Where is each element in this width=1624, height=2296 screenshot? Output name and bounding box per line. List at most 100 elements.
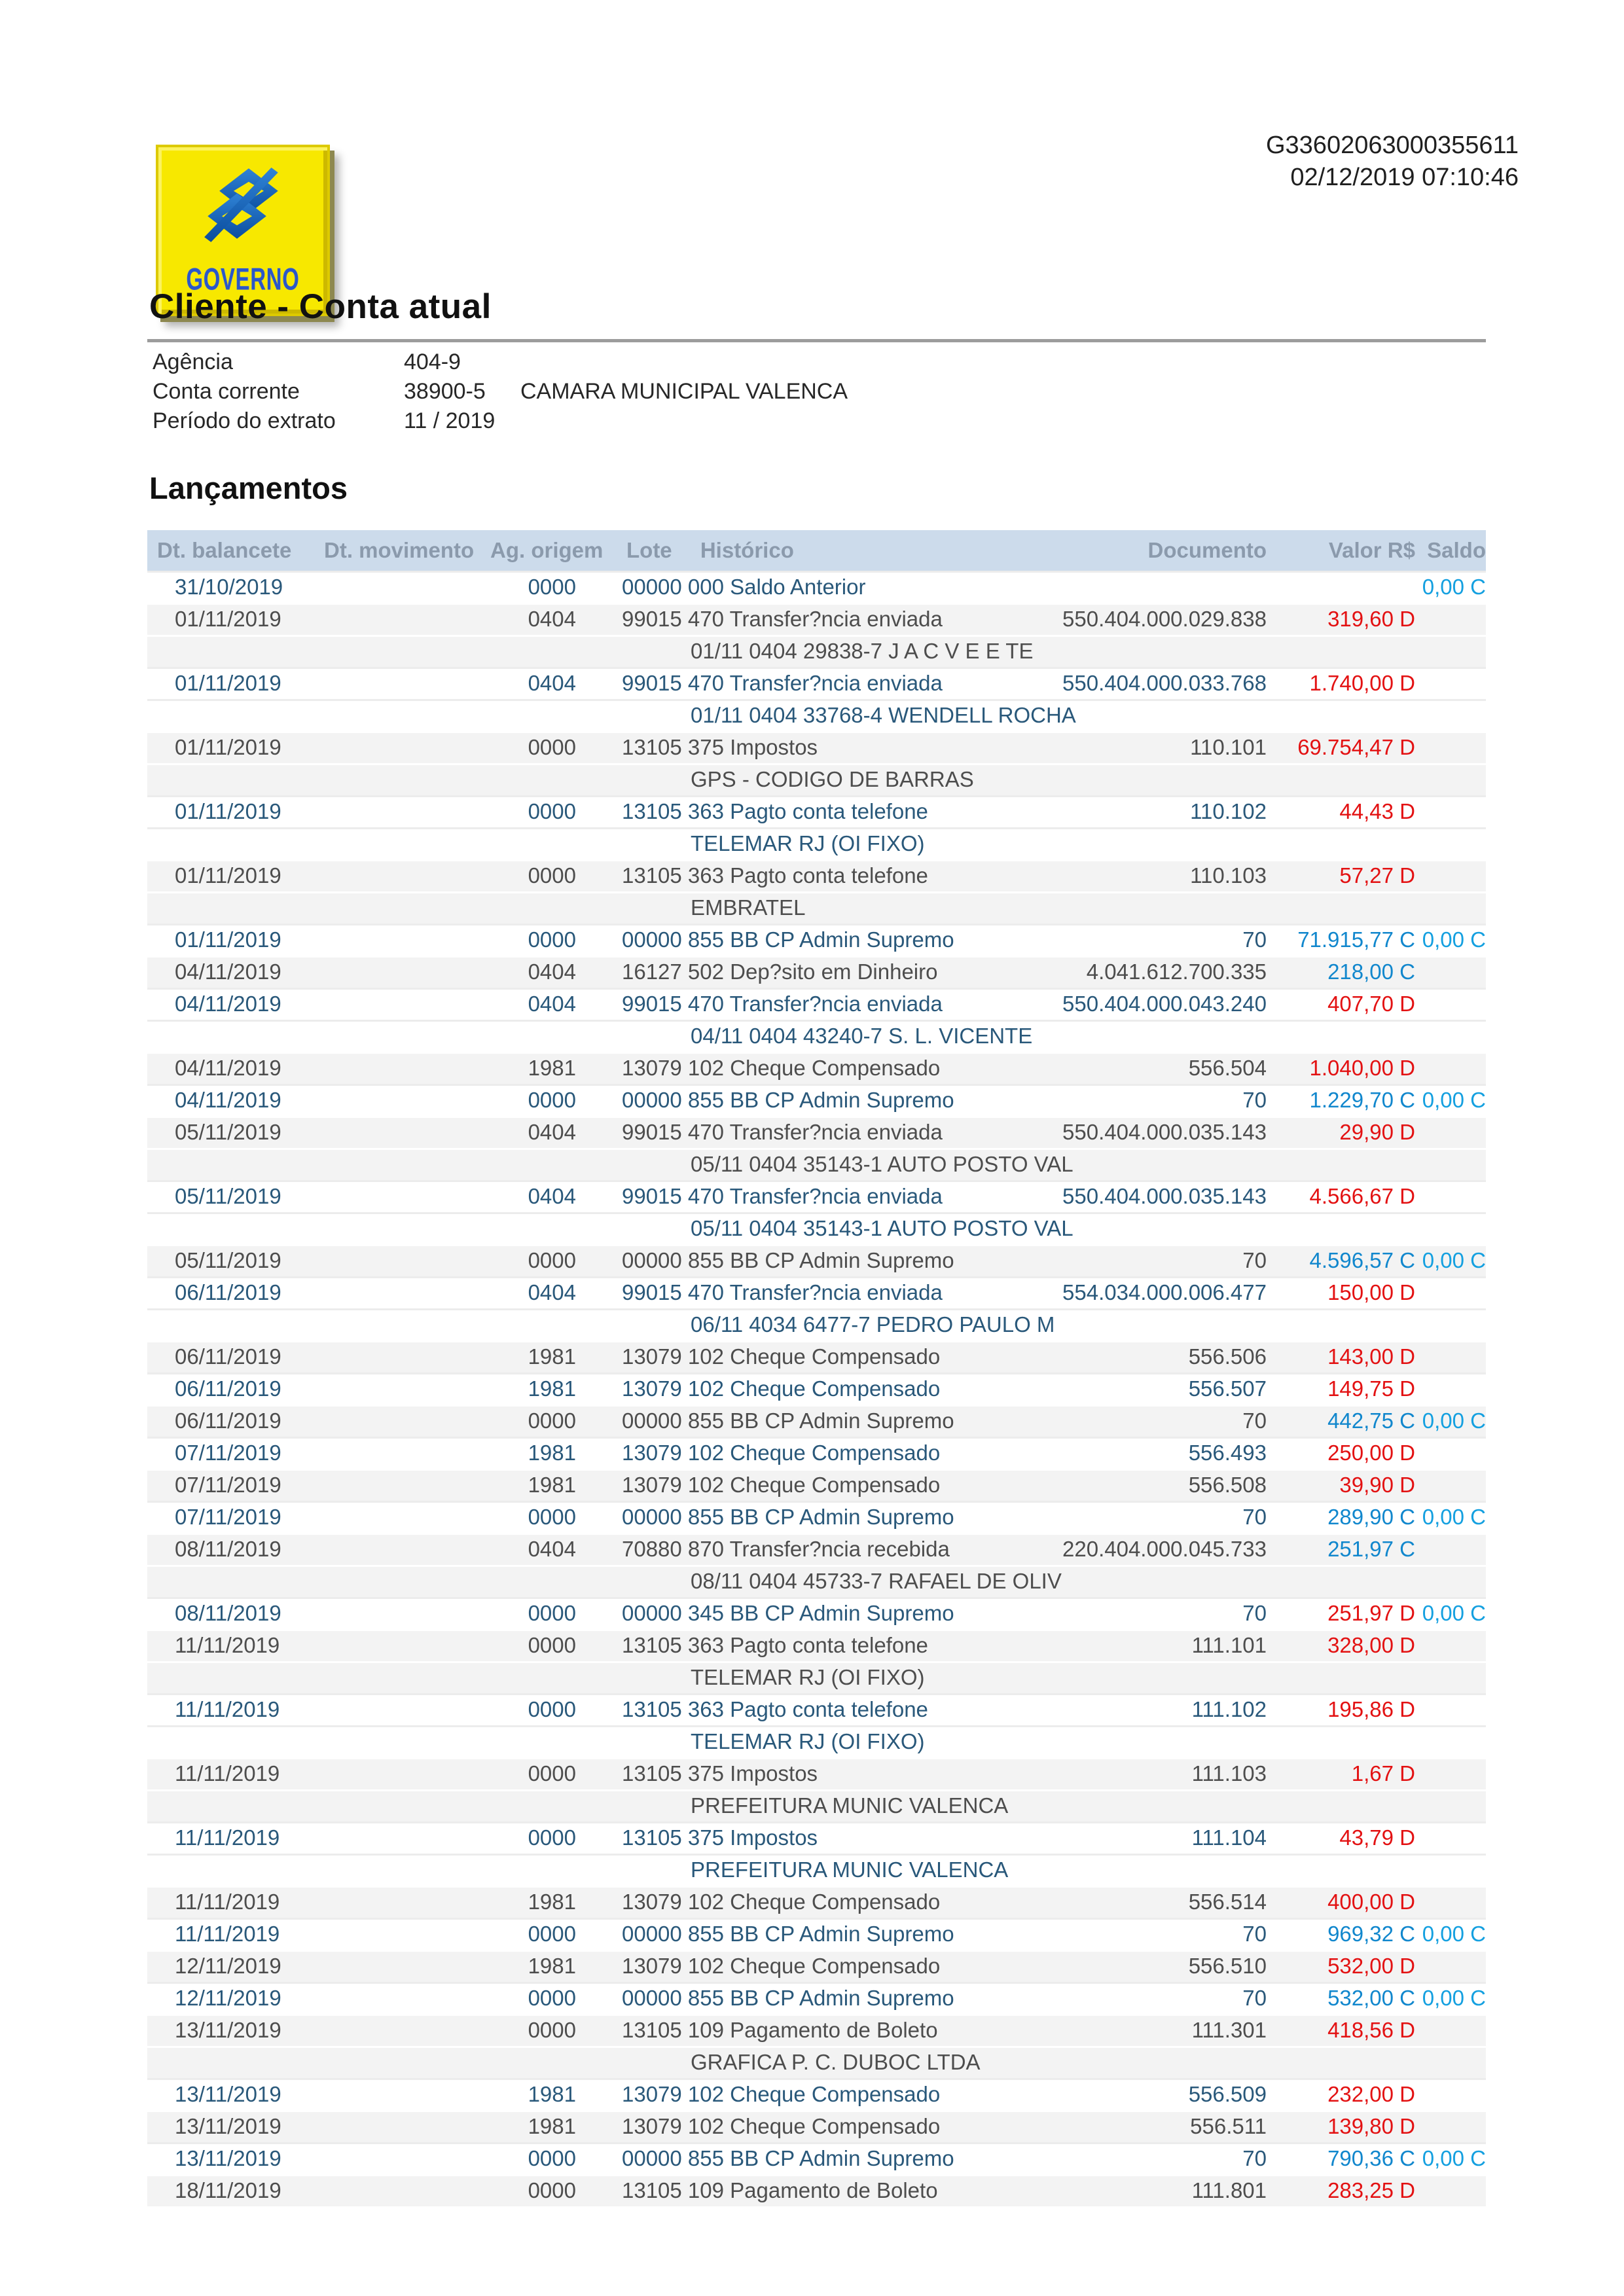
transaction-row: 31/10/2019 0000 00000 000 Saldo Anterior 0,… (147, 571, 1486, 603)
account-value: 404-9 (404, 350, 461, 374)
detail-text: 04/11 0404 43240-7 S. L. VICENTE (691, 1024, 1033, 1048)
transaction-row: 13/11/2019 1981 13079 102 Cheque Compensad… (147, 2078, 1486, 2110)
row-dt-balancete: 13/11/2019 (175, 2018, 281, 2042)
row-historico: 00000 855 BB CP Admin Supremo (622, 1408, 954, 1433)
row-ag-origem: 0404 (528, 992, 576, 1016)
detail-text: GRAFICA P. C. DUBOC LTDA (691, 2050, 981, 2074)
row-saldo (1415, 988, 1486, 1020)
transaction-row: 06/11/2019 0000 00000 855 BB CP Admin Supr… (147, 1405, 1486, 1437)
row-dt-movimento (311, 1405, 468, 1437)
row-historico: 13105 375 Impostos (622, 735, 818, 759)
row-historico: 13105 363 Pagto conta telefone (622, 799, 928, 823)
row-documento: 220.404.000.045.733 (1062, 1537, 1267, 1561)
row-dt-movimento (311, 1340, 468, 1372)
transaction-row: 12/11/2019 0000 00000 855 BB CP Admin Supr… (147, 1982, 1486, 2014)
transaction-row: 04/11/2019 0404 99015 470 Transfer?ncia en… (147, 988, 1486, 1020)
row-ag-origem: 0000 (528, 2018, 576, 2042)
row-ag-origem: 0000 (528, 1248, 576, 1272)
col-dt-balancete: Dt. balancete (157, 538, 292, 562)
row-valor: 407,70 D (1327, 992, 1415, 1016)
detail-text: PREFEITURA MUNIC VALENCA (691, 1793, 1009, 1818)
row-dt-balancete: 05/11/2019 (175, 1184, 281, 1208)
protocol-number: G33602063000355611 (1265, 132, 1519, 159)
row-dt-movimento (311, 1437, 468, 1469)
row-dt-balancete: 07/11/2019 (175, 1441, 281, 1465)
row-saldo (1415, 1950, 1486, 1982)
transaction-row: 12/11/2019 1981 13079 102 Cheque Compensad… (147, 1950, 1486, 1982)
transaction-row: 11/11/2019 0000 13105 363 Pagto conta tele… (147, 1693, 1486, 1725)
row-documento: 550.404.000.029.838 (1062, 607, 1267, 631)
row-dt-balancete: 11/11/2019 (175, 1633, 280, 1657)
row-ag-origem: 1981 (528, 1056, 576, 1080)
row-dt-movimento (311, 1950, 468, 1982)
row-dt-balancete: 05/11/2019 (175, 1248, 281, 1272)
row-dt-movimento (311, 1533, 468, 1565)
row-dt-movimento (311, 2078, 468, 2110)
row-dt-balancete: 05/11/2019 (175, 1120, 281, 1144)
row-historico: 13105 363 Pagto conta telefone (622, 863, 928, 888)
row-historico: 00000 855 BB CP Admin Supremo (622, 927, 954, 952)
col-documento: Documento (1147, 538, 1267, 562)
row-dt-balancete: 11/11/2019 (175, 1825, 280, 1850)
row-saldo (1415, 859, 1486, 891)
row-historico: 13079 102 Cheque Compensado (622, 1954, 941, 1978)
col-dt-movimento: Dt. movimento (324, 538, 475, 562)
section-title-lancamentos: Lançamentos (149, 471, 348, 505)
row-valor: 1.229,70 C (1309, 1088, 1415, 1112)
divider-rule (147, 339, 1486, 342)
transaction-detail-row: PREFEITURA MUNIC VALENCA (147, 1789, 1486, 1821)
row-saldo (1415, 1340, 1486, 1372)
row-valor: 442,75 C (1327, 1408, 1415, 1433)
row-dt-movimento (311, 603, 468, 635)
transaction-row: 11/11/2019 0000 13105 363 Pagto conta tele… (147, 1629, 1486, 1661)
row-saldo (1415, 1116, 1486, 1148)
row-valor: 4.566,67 D (1309, 1184, 1415, 1208)
transaction-row: 13/11/2019 1981 13079 102 Cheque Compensad… (147, 2110, 1486, 2142)
page-title: Cliente - Conta atual (149, 287, 492, 326)
row-saldo (1415, 2014, 1486, 2046)
transaction-detail-row: 06/11 4034 6477-7 PEDRO PAULO M (147, 1308, 1486, 1340)
row-historico: 13079 102 Cheque Compensado (622, 2082, 941, 2106)
transaction-row: 06/11/2019 0404 99015 470 Transfer?ncia en… (147, 1276, 1486, 1308)
table-body: 31/10/2019 0000 00000 000 Saldo Anterior 0,… (147, 571, 1486, 2206)
row-saldo: 0,00 C (1422, 2146, 1486, 2170)
row-valor: 1.040,00 D (1309, 1056, 1415, 1080)
detail-text: PREFEITURA MUNIC VALENCA (691, 1857, 1009, 1882)
row-dt-balancete: 07/11/2019 (175, 1505, 281, 1529)
row-saldo: 0,00 C (1422, 927, 1486, 952)
row-saldo (1415, 2110, 1486, 2142)
row-valor: 71.915,77 C (1297, 927, 1415, 952)
row-saldo: 0,00 C (1422, 1601, 1486, 1625)
row-dt-movimento (311, 795, 468, 827)
row-ag-origem: 0000 (528, 1408, 576, 1433)
account-row-agencia: Agência 404-9 (153, 348, 1331, 377)
row-historico: 16127 502 Dep?sito em Dinheiro (622, 960, 938, 984)
row-historico: 00000 345 BB CP Admin Supremo (622, 1601, 954, 1625)
row-historico: 99015 470 Transfer?ncia enviada (622, 1184, 943, 1208)
row-ag-origem: 1981 (528, 2114, 576, 2138)
bb-governo-logo-button[interactable]: GOVERNO (156, 145, 330, 316)
row-valor: 44,43 D (1339, 799, 1415, 823)
row-dt-balancete: 06/11/2019 (175, 1408, 281, 1433)
row-dt-balancete: 01/11/2019 (175, 927, 281, 952)
row-ag-origem: 0404 (528, 960, 576, 984)
row-documento: 111.102 (1191, 1697, 1267, 1721)
row-historico: 13105 109 Pagamento de Boleto (622, 2018, 938, 2042)
row-documento: 556.504 (1188, 1056, 1267, 1080)
row-saldo: 0,00 C (1422, 1088, 1486, 1112)
transaction-row: 06/11/2019 1981 13079 102 Cheque Compensad… (147, 1372, 1486, 1405)
row-valor: 400,00 D (1327, 1890, 1415, 1914)
transaction-detail-row: 04/11 0404 43240-7 S. L. VICENTE (147, 1020, 1486, 1052)
row-dt-balancete: 01/11/2019 (175, 671, 281, 695)
table-header: Dt. balancete Dt. movimento Ag. origem L… (147, 530, 1486, 571)
account-label: Conta corrente (153, 379, 300, 404)
row-dt-movimento (311, 1084, 468, 1116)
row-historico: 13079 102 Cheque Compensado (622, 1441, 941, 1465)
row-historico: 13079 102 Cheque Compensado (622, 2114, 941, 2138)
row-saldo (1415, 667, 1486, 699)
detail-text: EMBRATEL (691, 895, 806, 920)
row-ag-origem: 0000 (528, 863, 576, 888)
row-ag-origem: 0000 (528, 575, 576, 599)
row-dt-movimento (311, 1244, 468, 1276)
